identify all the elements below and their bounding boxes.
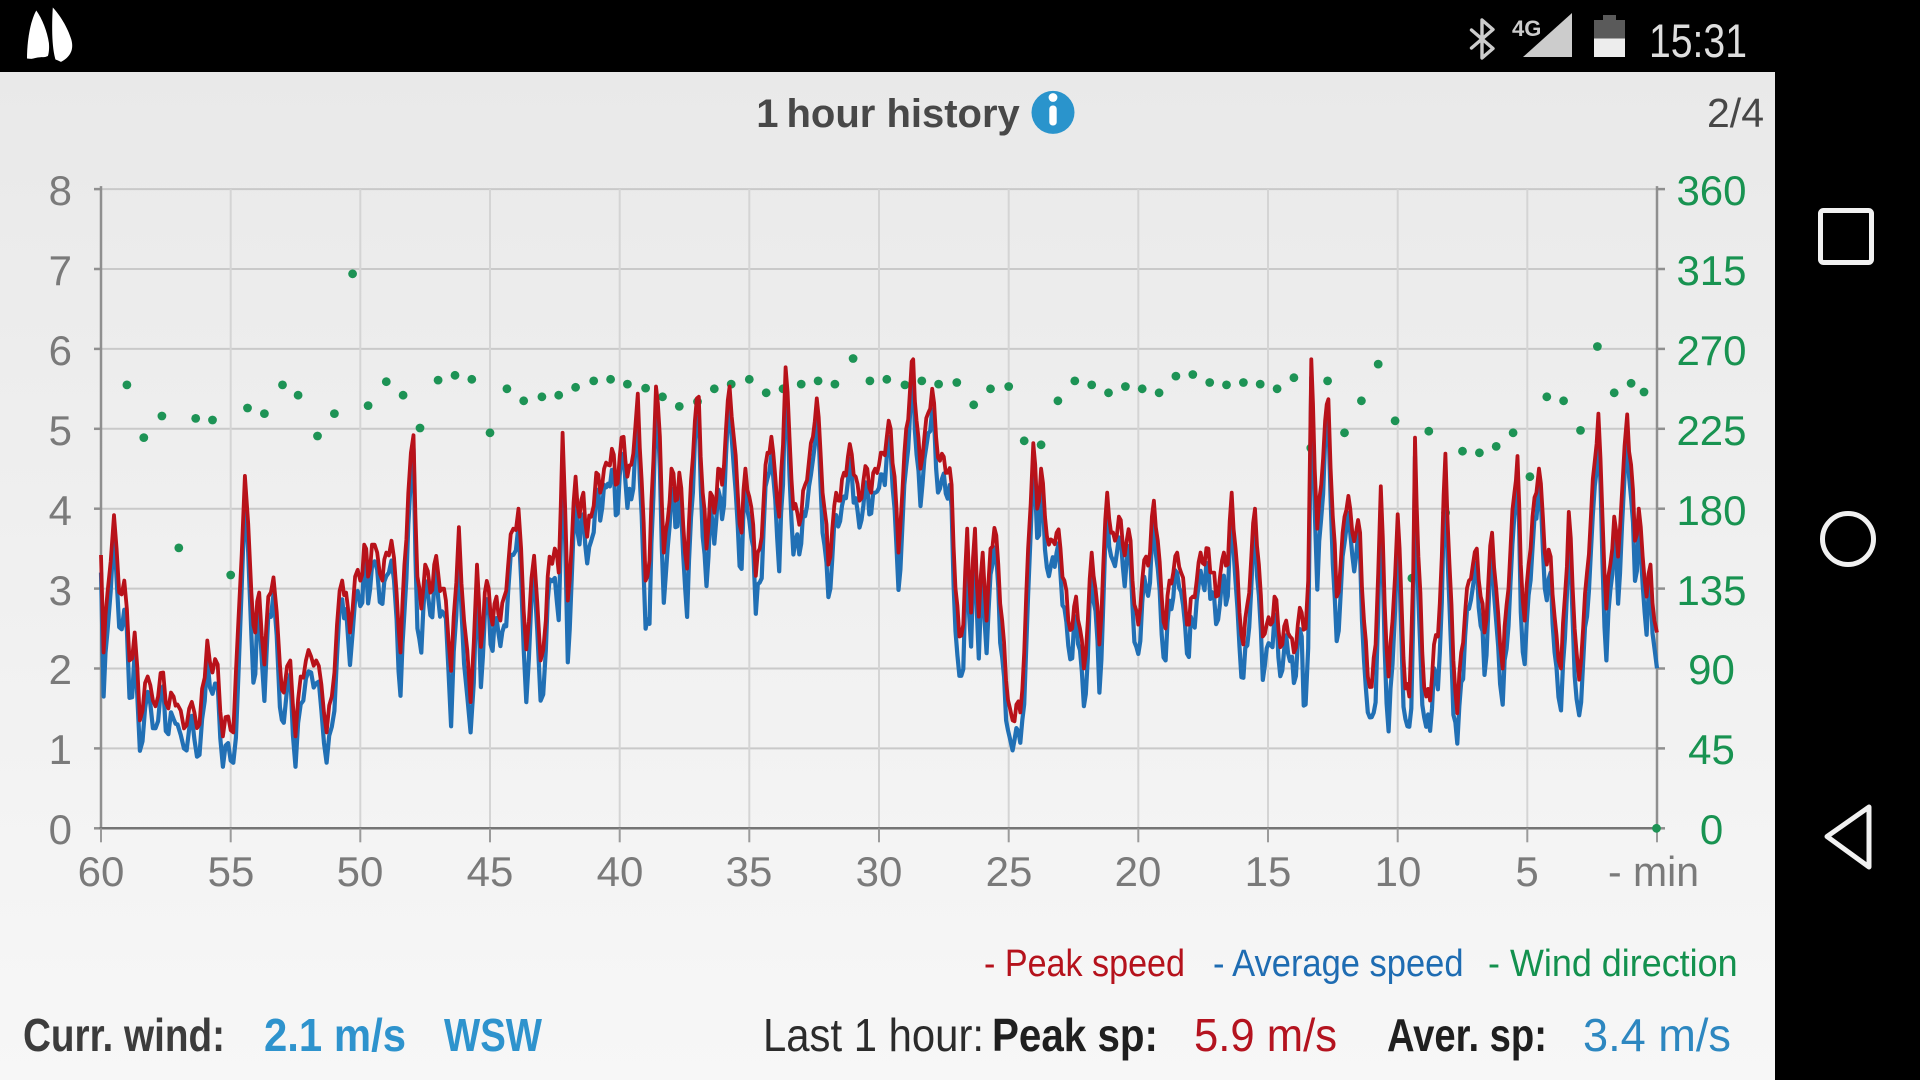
svg-text:45: 45: [467, 848, 514, 895]
svg-text:10: 10: [1375, 848, 1422, 895]
svg-text:3: 3: [49, 567, 72, 614]
svg-text:- Average speed: - Average speed: [1213, 943, 1464, 985]
svg-text:50: 50: [337, 848, 384, 895]
svg-text:1 hour history: 1 hour history: [756, 92, 1020, 136]
svg-text:Curr. wind:: Curr. wind:: [23, 1009, 225, 1061]
svg-text:15: 15: [1245, 848, 1292, 895]
svg-text:6: 6: [49, 327, 72, 374]
svg-text:5: 5: [49, 407, 72, 454]
svg-text:270: 270: [1676, 327, 1746, 374]
svg-text:WSW: WSW: [444, 1009, 542, 1061]
svg-text:135: 135: [1676, 567, 1746, 614]
svg-text:- min: - min: [1608, 848, 1699, 895]
svg-text:Aver. sp:: Aver. sp:: [1387, 1009, 1547, 1061]
svg-text:35: 35: [726, 848, 773, 895]
svg-text:5.9 m/s: 5.9 m/s: [1194, 1009, 1337, 1061]
svg-text:30: 30: [856, 848, 903, 895]
svg-text:360: 360: [1676, 167, 1746, 214]
svg-text:2: 2: [49, 646, 72, 693]
svg-text:1: 1: [49, 726, 72, 773]
svg-text:60: 60: [78, 848, 125, 895]
svg-text:40: 40: [597, 848, 644, 895]
svg-text:Last 1 hour:: Last 1 hour:: [763, 1009, 984, 1061]
svg-text:8: 8: [49, 167, 72, 214]
svg-text:2/4: 2/4: [1707, 90, 1764, 136]
svg-text:55: 55: [208, 848, 255, 895]
svg-text:225: 225: [1676, 407, 1746, 454]
svg-text:180: 180: [1676, 487, 1746, 534]
svg-text:0: 0: [1700, 806, 1723, 853]
svg-text:2.1 m/s: 2.1 m/s: [264, 1009, 406, 1061]
svg-text:Peak sp:: Peak sp:: [992, 1009, 1158, 1061]
svg-text:7: 7: [49, 247, 72, 294]
svg-text:- Wind direction: - Wind direction: [1488, 943, 1738, 985]
svg-text:315: 315: [1676, 247, 1746, 294]
svg-text:20: 20: [1115, 848, 1162, 895]
svg-text:90: 90: [1688, 646, 1735, 693]
svg-text:4G: 4G: [1512, 16, 1541, 41]
svg-text:45: 45: [1688, 726, 1735, 773]
svg-text:- Peak speed: - Peak speed: [984, 943, 1185, 985]
svg-text:3.4 m/s: 3.4 m/s: [1583, 1009, 1731, 1061]
svg-text:15:31: 15:31: [1649, 14, 1747, 67]
svg-text:5: 5: [1515, 848, 1538, 895]
svg-text:4: 4: [49, 487, 72, 534]
svg-text:0: 0: [49, 806, 72, 853]
svg-text:25: 25: [986, 848, 1033, 895]
